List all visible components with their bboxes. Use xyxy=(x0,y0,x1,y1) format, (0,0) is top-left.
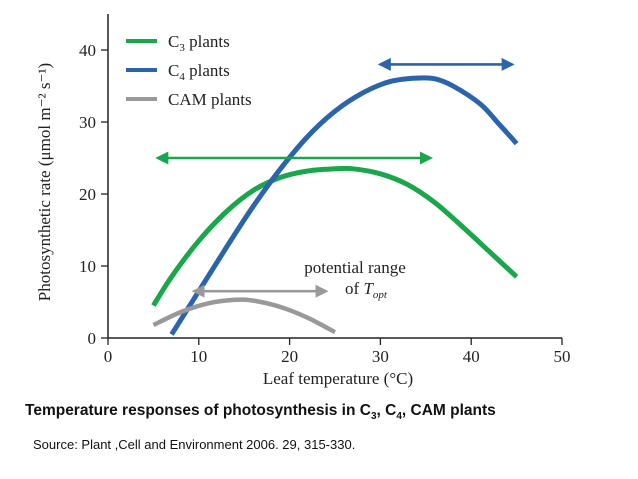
y-tick-label: 0 xyxy=(88,329,97,348)
y-ticks: 0 10 20 30 40 xyxy=(79,41,108,348)
caption-text: Temperature responses of photosynthesis … xyxy=(25,402,360,419)
x-tick-label: 40 xyxy=(463,347,480,366)
legend-label-c3: C3 plants xyxy=(168,32,230,54)
x-tick-label: 50 xyxy=(554,347,571,366)
caption-tail: , CAM plants xyxy=(401,402,496,419)
x-axis-label: Leaf temperature (°C) xyxy=(263,369,413,388)
range-arrows xyxy=(155,57,515,298)
axes xyxy=(107,14,562,339)
annotation-prefix: of xyxy=(345,279,363,298)
y-tick-label: 40 xyxy=(79,41,96,60)
x-tick-label: 0 xyxy=(104,347,113,366)
series-line-c3 xyxy=(151,165,519,307)
legend: C3 plants C4 plants CAM plants xyxy=(126,32,252,109)
caption-c3: C xyxy=(359,402,371,419)
y-tick-label: 10 xyxy=(79,257,96,276)
annotation-variable: T xyxy=(363,279,374,298)
x-tick-label: 20 xyxy=(281,347,298,366)
legend-label-c4: C4 plants xyxy=(168,61,230,83)
topt-annotation: potential range of Topt xyxy=(304,258,406,301)
caption-c3-subscript: 3 xyxy=(370,411,377,423)
annotation-line2: of Topt xyxy=(345,279,388,301)
photosynthesis-chart: 0 10 20 30 40 0 10 20 30 40 50 Photosynthetic rat… xyxy=(35,14,571,388)
y-tick-label: 20 xyxy=(79,185,96,204)
figure-caption: Temperature responses of photosynthesis … xyxy=(25,402,496,422)
series-line-cam xyxy=(152,297,337,335)
x-ticks: 0 10 20 30 40 50 xyxy=(104,338,571,366)
caption-c4-subscript: 4 xyxy=(396,411,402,423)
caption-c4: C xyxy=(385,402,397,419)
y-axis-label: Photosynthetic rate (μmol m⁻² s⁻¹) xyxy=(35,63,54,301)
legend-label-cam: CAM plants xyxy=(168,90,252,109)
series-line-c4 xyxy=(169,75,519,336)
source-citation: Source: Plant ,Cell and Environment 2006… xyxy=(33,437,356,452)
x-tick-label: 10 xyxy=(190,347,207,366)
caption-separator: , xyxy=(376,402,386,419)
annotation-line1: potential range xyxy=(304,258,406,277)
series-lines xyxy=(151,75,519,336)
y-tick-label: 30 xyxy=(79,113,96,132)
annotation-subscript: opt xyxy=(373,289,388,301)
x-tick-label: 30 xyxy=(372,347,389,366)
